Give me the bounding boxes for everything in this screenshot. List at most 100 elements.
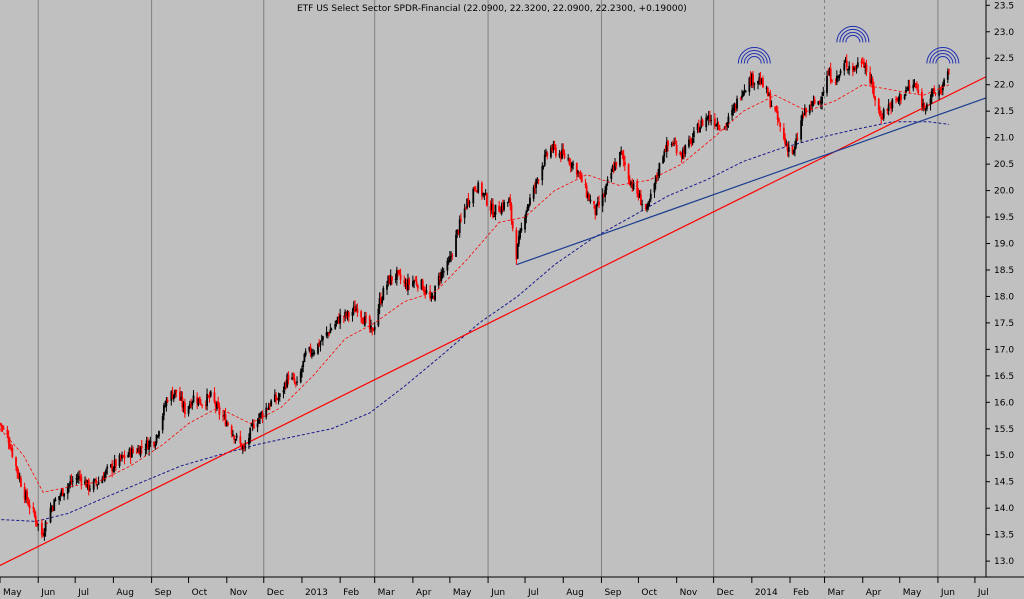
candle-body [736,98,738,109]
candle-body [614,162,616,171]
candle-body [339,314,342,324]
candle-body [190,402,192,407]
candle-body [673,142,676,144]
candle-body [670,143,673,146]
candle-body [395,269,398,280]
candle-body [782,127,785,139]
candle-body [526,206,529,211]
candle-body [130,448,133,458]
candle-body [161,416,164,431]
candle-body [930,90,933,98]
candle-body [437,275,440,286]
candle-body [774,106,777,111]
candle-body [28,504,31,509]
candle-body [267,406,270,410]
candle-body [53,499,56,511]
candle-body [10,448,12,450]
candle-body [368,316,371,329]
y-tick-label: 19.0 [994,240,1014,250]
candle-body [948,69,950,71]
candle-body [319,342,322,346]
candle-body [273,394,276,402]
candle-body [595,203,598,216]
candle-body [664,151,667,153]
candle-body [667,140,669,146]
y-tick-label: 22.5 [994,54,1014,64]
y-tick-label: 23.5 [994,1,1014,11]
candle-body [692,130,695,138]
short-moving-average [0,84,950,493]
candle-body [386,284,388,290]
candle-body [23,486,26,500]
candle-body [796,138,799,140]
candle-body [285,383,287,388]
x-tick-label: Feb [793,588,809,598]
candle-body [183,402,186,415]
candle-body [293,378,296,383]
candle-body [837,76,839,78]
candle-body [234,439,237,441]
candle-body [587,194,589,199]
candle-body [769,93,772,108]
candle-body [345,312,348,317]
y-tick-label: 23.0 [994,28,1014,38]
peak-arc [845,34,861,43]
candle-body [759,78,762,85]
y-tick-label: 18.0 [994,292,1014,302]
candle-body [766,87,769,97]
candle-body [118,455,121,466]
candle-body [363,316,366,326]
x-tick-label: Nov [230,588,248,598]
candle-body [946,71,949,80]
candle-body [388,275,391,284]
candle-body [434,285,436,301]
candle-body [596,201,599,205]
candle-body [320,340,323,342]
candle-body [795,138,798,146]
candle-body [170,391,173,401]
candle-body [776,111,779,120]
candle-body [416,285,419,289]
candle-body [604,189,607,197]
candle-body [553,144,556,148]
candle-body [112,468,115,472]
candle-body [707,115,710,120]
candle-body [241,446,244,449]
candle-body [474,188,477,190]
candle-body [845,60,848,68]
candle-body [11,447,14,457]
candle-body [70,479,73,483]
candle-body [123,455,126,459]
candle-body [515,230,518,260]
candle-body [394,278,397,280]
candle-body [217,401,220,407]
candle-body [135,451,138,453]
candle-body [835,75,838,82]
long-ma-line [0,121,950,522]
candle-body [748,77,751,92]
candle-body [7,436,10,444]
candle-body [839,70,842,74]
candle-body [605,183,608,191]
candle-body [536,179,539,181]
candle-body [197,398,200,406]
candle-body [917,89,920,94]
candle-body [638,193,641,198]
candle-body [33,510,36,516]
candle-body [174,389,176,396]
candle-body [455,234,457,257]
candle-body [275,395,277,401]
candle-body [688,139,690,147]
candle-body [658,163,661,176]
candle-body [421,280,424,291]
candle-body [743,90,746,92]
candle-body [360,311,363,318]
candle-body [430,296,433,299]
y-tick-label: 21.5 [994,107,1014,117]
candle-body [932,89,934,92]
candle-body [250,424,253,427]
x-axis-ticks: May Jun Jul Aug Sep Oct Nov Dec 2013 Feb Mar Apr May… [0,577,989,598]
candle-body [612,167,615,172]
candle-body [54,499,57,501]
candle-body [330,329,333,331]
